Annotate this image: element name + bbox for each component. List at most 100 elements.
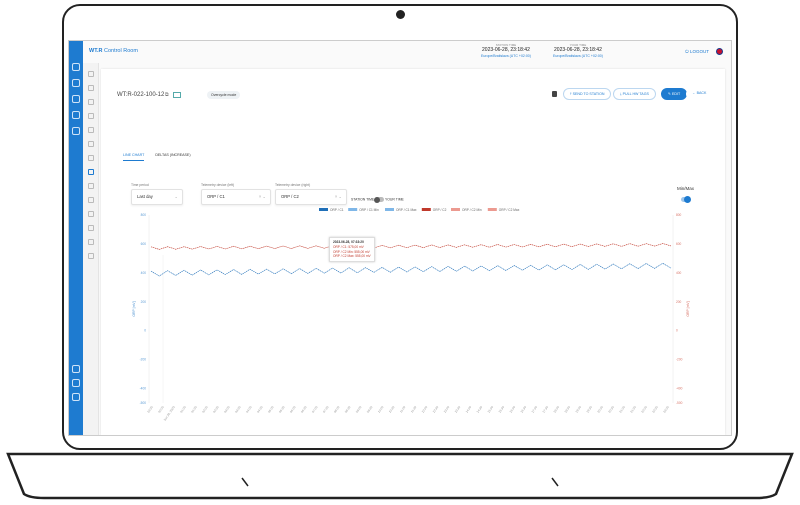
series-line-2 [150,243,672,250]
line-chart: 800 800 600 600 400 400 200 200 0 0 -200 -200 -400 -4… [132,208,690,422]
x-tick: 13:30 [454,405,462,414]
legend-swatch [385,208,394,211]
x-tick: 03:00 [223,405,231,414]
x-tick: 22:30 [651,405,659,414]
x-tick: 01:00 [179,405,187,414]
y-label-left: ORP [mV] [132,301,136,316]
legend-label: ORP / C2 Min [462,208,482,212]
legend-label: ORP / C2 Max [499,208,520,212]
app-logo[interactable]: WT.R Control Room [89,48,138,54]
x-tick: 21:30 [629,405,637,414]
x-tick: 03:30 [234,405,242,414]
mode-badge: Overcycle mode [207,91,241,99]
app-screen: WT.R Control Room STATION TIME 2023-06-2… [68,40,732,436]
copy-icon[interactable]: ⧉ [165,92,169,98]
x-tick: 09:30 [366,405,374,414]
left-device-select[interactable]: Telemetry device (left) ORP / C1 × ⌄ [201,183,271,205]
settings-icon[interactable] [72,365,80,373]
uk-flag-icon[interactable] [716,48,723,55]
y-label-right: ORP [mV] [686,301,690,316]
device-card: WT:R-022-100-12 ⧉ Overcycle mode ⤒ SEND … [101,69,725,435]
x-tick: 07:30 [322,405,330,414]
x-tick: 05:30 [278,405,286,414]
top-bar: WT.R Control Room STATION TIME 2023-06-2… [83,41,731,63]
nav-icon[interactable] [72,95,80,103]
y-tick-left: 0 [144,329,146,333]
tab-deltas[interactable]: DELTAS (INCREASE) [155,153,191,157]
y-tick-left: 200 [141,300,147,304]
y-tick-right: -500 [676,401,683,405]
y-tick-right: 400 [676,271,682,275]
sub-nav-icon[interactable] [88,197,94,203]
nav-icon[interactable] [72,63,80,71]
nav-icon[interactable] [72,127,80,135]
back-button[interactable]: ← BACK [686,88,713,100]
sub-nav-icon[interactable] [88,85,94,91]
x-tick: 08:00 [333,405,341,414]
sub-nav-icon[interactable] [88,99,94,105]
y-tick-left: -200 [140,358,147,362]
minmax-toggle[interactable] [681,196,691,203]
x-tick: 18:00 [552,405,560,414]
x-tick: 17:00 [530,405,538,414]
x-tick: 04:30 [256,405,264,414]
x-tick: 02:00 [201,405,209,414]
x-tick: 21:00 [618,405,626,414]
x-tick: 10:30 [388,405,396,414]
laptop-base [6,452,794,500]
sub-nav-icon[interactable] [88,155,94,161]
sub-nav-icon[interactable] [88,113,94,119]
right-device-select[interactable]: Telemetry device (right) ORP / C2 × ⌄ [275,183,347,205]
x-tick: 14:30 [476,405,484,414]
sub-nav-icon[interactable] [88,211,94,217]
legend-swatch [487,208,497,211]
pull-hw-tags-button[interactable]: ⤓ PULL HW TAGS [613,88,656,100]
x-tick: 17:30 [541,405,549,414]
y-tick-right: 0 [676,329,678,333]
clear-chevron-icon: × ⌄ [334,194,342,199]
y-tick-left: 400 [141,271,147,275]
legend-label: ORP / C1 Min [359,208,379,212]
x-tick: 13:00 [443,405,451,414]
your-clock: YOUR TIME 2023-06-28, 23:18:42 Europe/Br… [553,43,603,58]
x-tick: 11:30 [410,405,418,414]
minmax-label: Min/Max [677,186,695,191]
tab-line-chart[interactable]: LINE CHART [123,153,145,161]
x-tick: 05:00 [267,405,275,414]
x-tick: 06:30 [300,405,308,414]
nav-icon[interactable] [72,379,80,387]
sub-nav-icon[interactable] [88,239,94,245]
x-tick: 11:00 [399,405,407,414]
nav-icon[interactable] [72,79,80,87]
x-tick: 14:00 [465,405,473,414]
sub-sidebar [83,63,99,435]
chevron-down-icon: ⌄ [174,194,178,199]
chart-nav-icon[interactable] [88,169,94,175]
sub-nav-icon[interactable] [88,183,94,189]
y-tick-right: 200 [676,300,682,304]
x-tick: 23:00 [662,405,670,414]
x-tick: 02:30 [212,405,220,414]
sub-nav-icon[interactable] [88,225,94,231]
device-image-icon [173,92,181,98]
nav-icon[interactable] [72,111,80,119]
series-line-1 [150,262,672,277]
logout-button[interactable]: ⏻ LOGOUT [685,49,709,54]
toggle-switch[interactable] [374,196,385,203]
time-period-select[interactable]: Time period Last day ⌄ [131,183,183,205]
lock-icon[interactable] [552,91,557,97]
y-tick-left: 600 [141,242,147,246]
sub-nav-icon[interactable] [88,141,94,147]
sub-nav-icon[interactable] [88,253,94,259]
device-title: WT:R-022-100-12 [117,92,165,98]
sub-nav-icon[interactable] [88,71,94,77]
send-to-station-button[interactable]: ⤒ SEND TO STATION [563,88,612,100]
time-toggle[interactable]: STATION TIME YOUR TIME [351,196,404,203]
y-tick-right: 600 [676,242,682,246]
users-icon[interactable] [72,393,80,401]
x-tick: 18:30 [563,405,571,414]
x-tick: 12:30 [432,405,440,414]
chart-tooltip: 2023-06-28, 07:33:20 ORP / C1: 575,00 mV… [329,237,375,263]
sub-nav-icon[interactable] [88,127,94,133]
x-tick: 20:30 [607,405,615,414]
